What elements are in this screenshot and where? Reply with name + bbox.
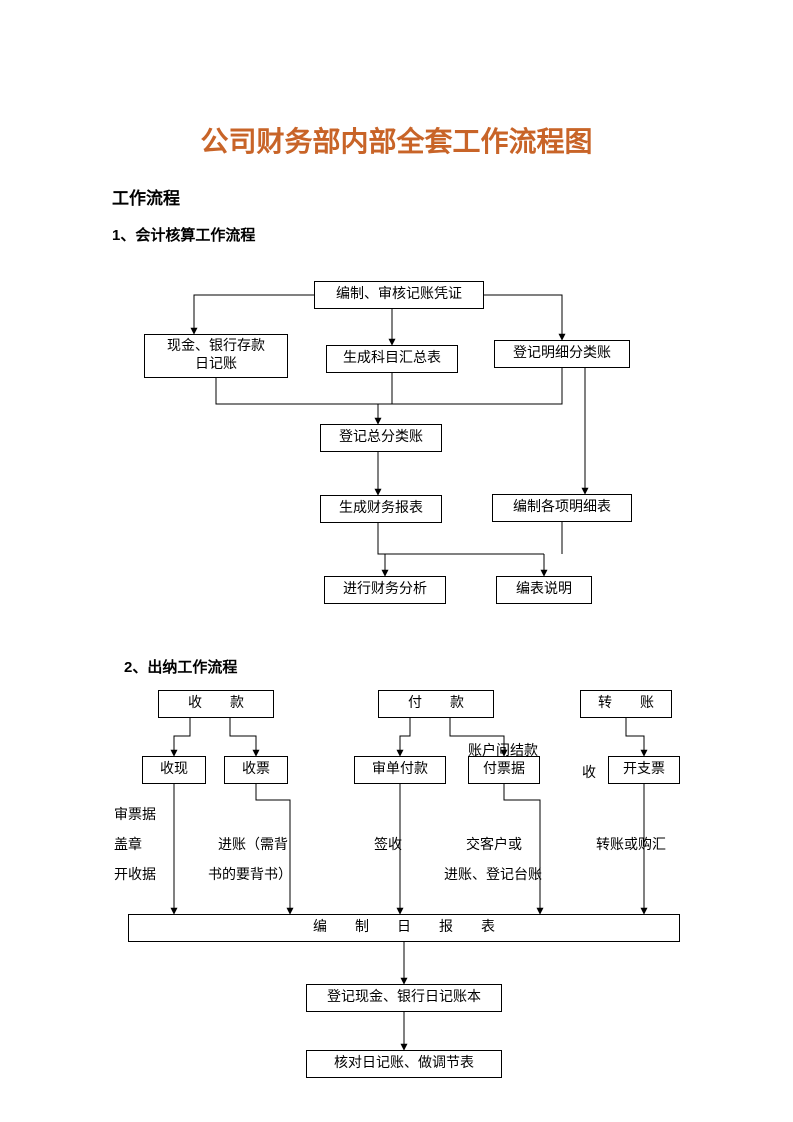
section1-heading: 1、会计核算工作流程 [112,224,255,245]
sec2-node-m8: 开支票 [608,756,680,784]
sec2-node-m6: 审单付款 [354,756,446,784]
sec2-label-9: 进账、登记台账 [444,864,542,884]
sec2-node-m10: 登记现金、银行日记账本 [306,984,502,1012]
sec2-label-6: 书的要背书） [208,864,292,884]
sec1-node-n1: 编制、审核记账凭证 [314,281,484,309]
sec2-node-m5: 收票 [224,756,288,784]
connectors-svg [0,0,793,1122]
sec2-label-2: 审票据 [114,804,156,824]
sec2-label-1: 收 [582,762,596,782]
section2-heading: 2、出纳工作流程 [124,656,237,677]
section-heading-workflow: 工作流程 [112,184,180,209]
sec2-label-10: 转账或购汇 [596,834,666,854]
sec2-label-5: 进账（需背 [218,834,288,854]
sec2-node-m2: 付 款 [378,690,494,718]
sec2-label-8: 交客户或 [466,834,522,854]
sec2-node-m3: 转 账 [580,690,672,718]
sec1-node-n4: 登记明细分类账 [494,340,630,368]
sec1-node-n6: 生成财务报表 [320,495,442,523]
sec2-node-m1: 收 款 [158,690,274,718]
sec2-label-7: 签收 [374,834,402,854]
sec1-node-n7: 编制各项明细表 [492,494,632,522]
sec1-node-n3: 生成科目汇总表 [326,345,458,373]
main-title: 公司财务部内部全套工作流程图 [0,120,793,160]
page: 公司财务部内部全套工作流程图 工作流程 1、会计核算工作流程 2、出纳工作流程 … [0,0,793,1122]
sec1-node-n2: 现金、银行存款日记账 [144,334,288,378]
sec2-label-4: 开收据 [114,864,156,884]
sec1-node-n9: 编表说明 [496,576,592,604]
sec1-node-n5: 登记总分类账 [320,424,442,452]
sec1-node-n8: 进行财务分析 [324,576,446,604]
sec2-node-m9: 编 制 日 报 表 [128,914,680,942]
sec2-node-m11: 核对日记账、做调节表 [306,1050,502,1078]
sec2-node-m7: 付票据 [468,756,540,784]
sec2-node-m4: 收现 [142,756,206,784]
sec2-label-0: 账户间结款 [468,740,538,760]
sec2-label-3: 盖章 [114,834,142,854]
